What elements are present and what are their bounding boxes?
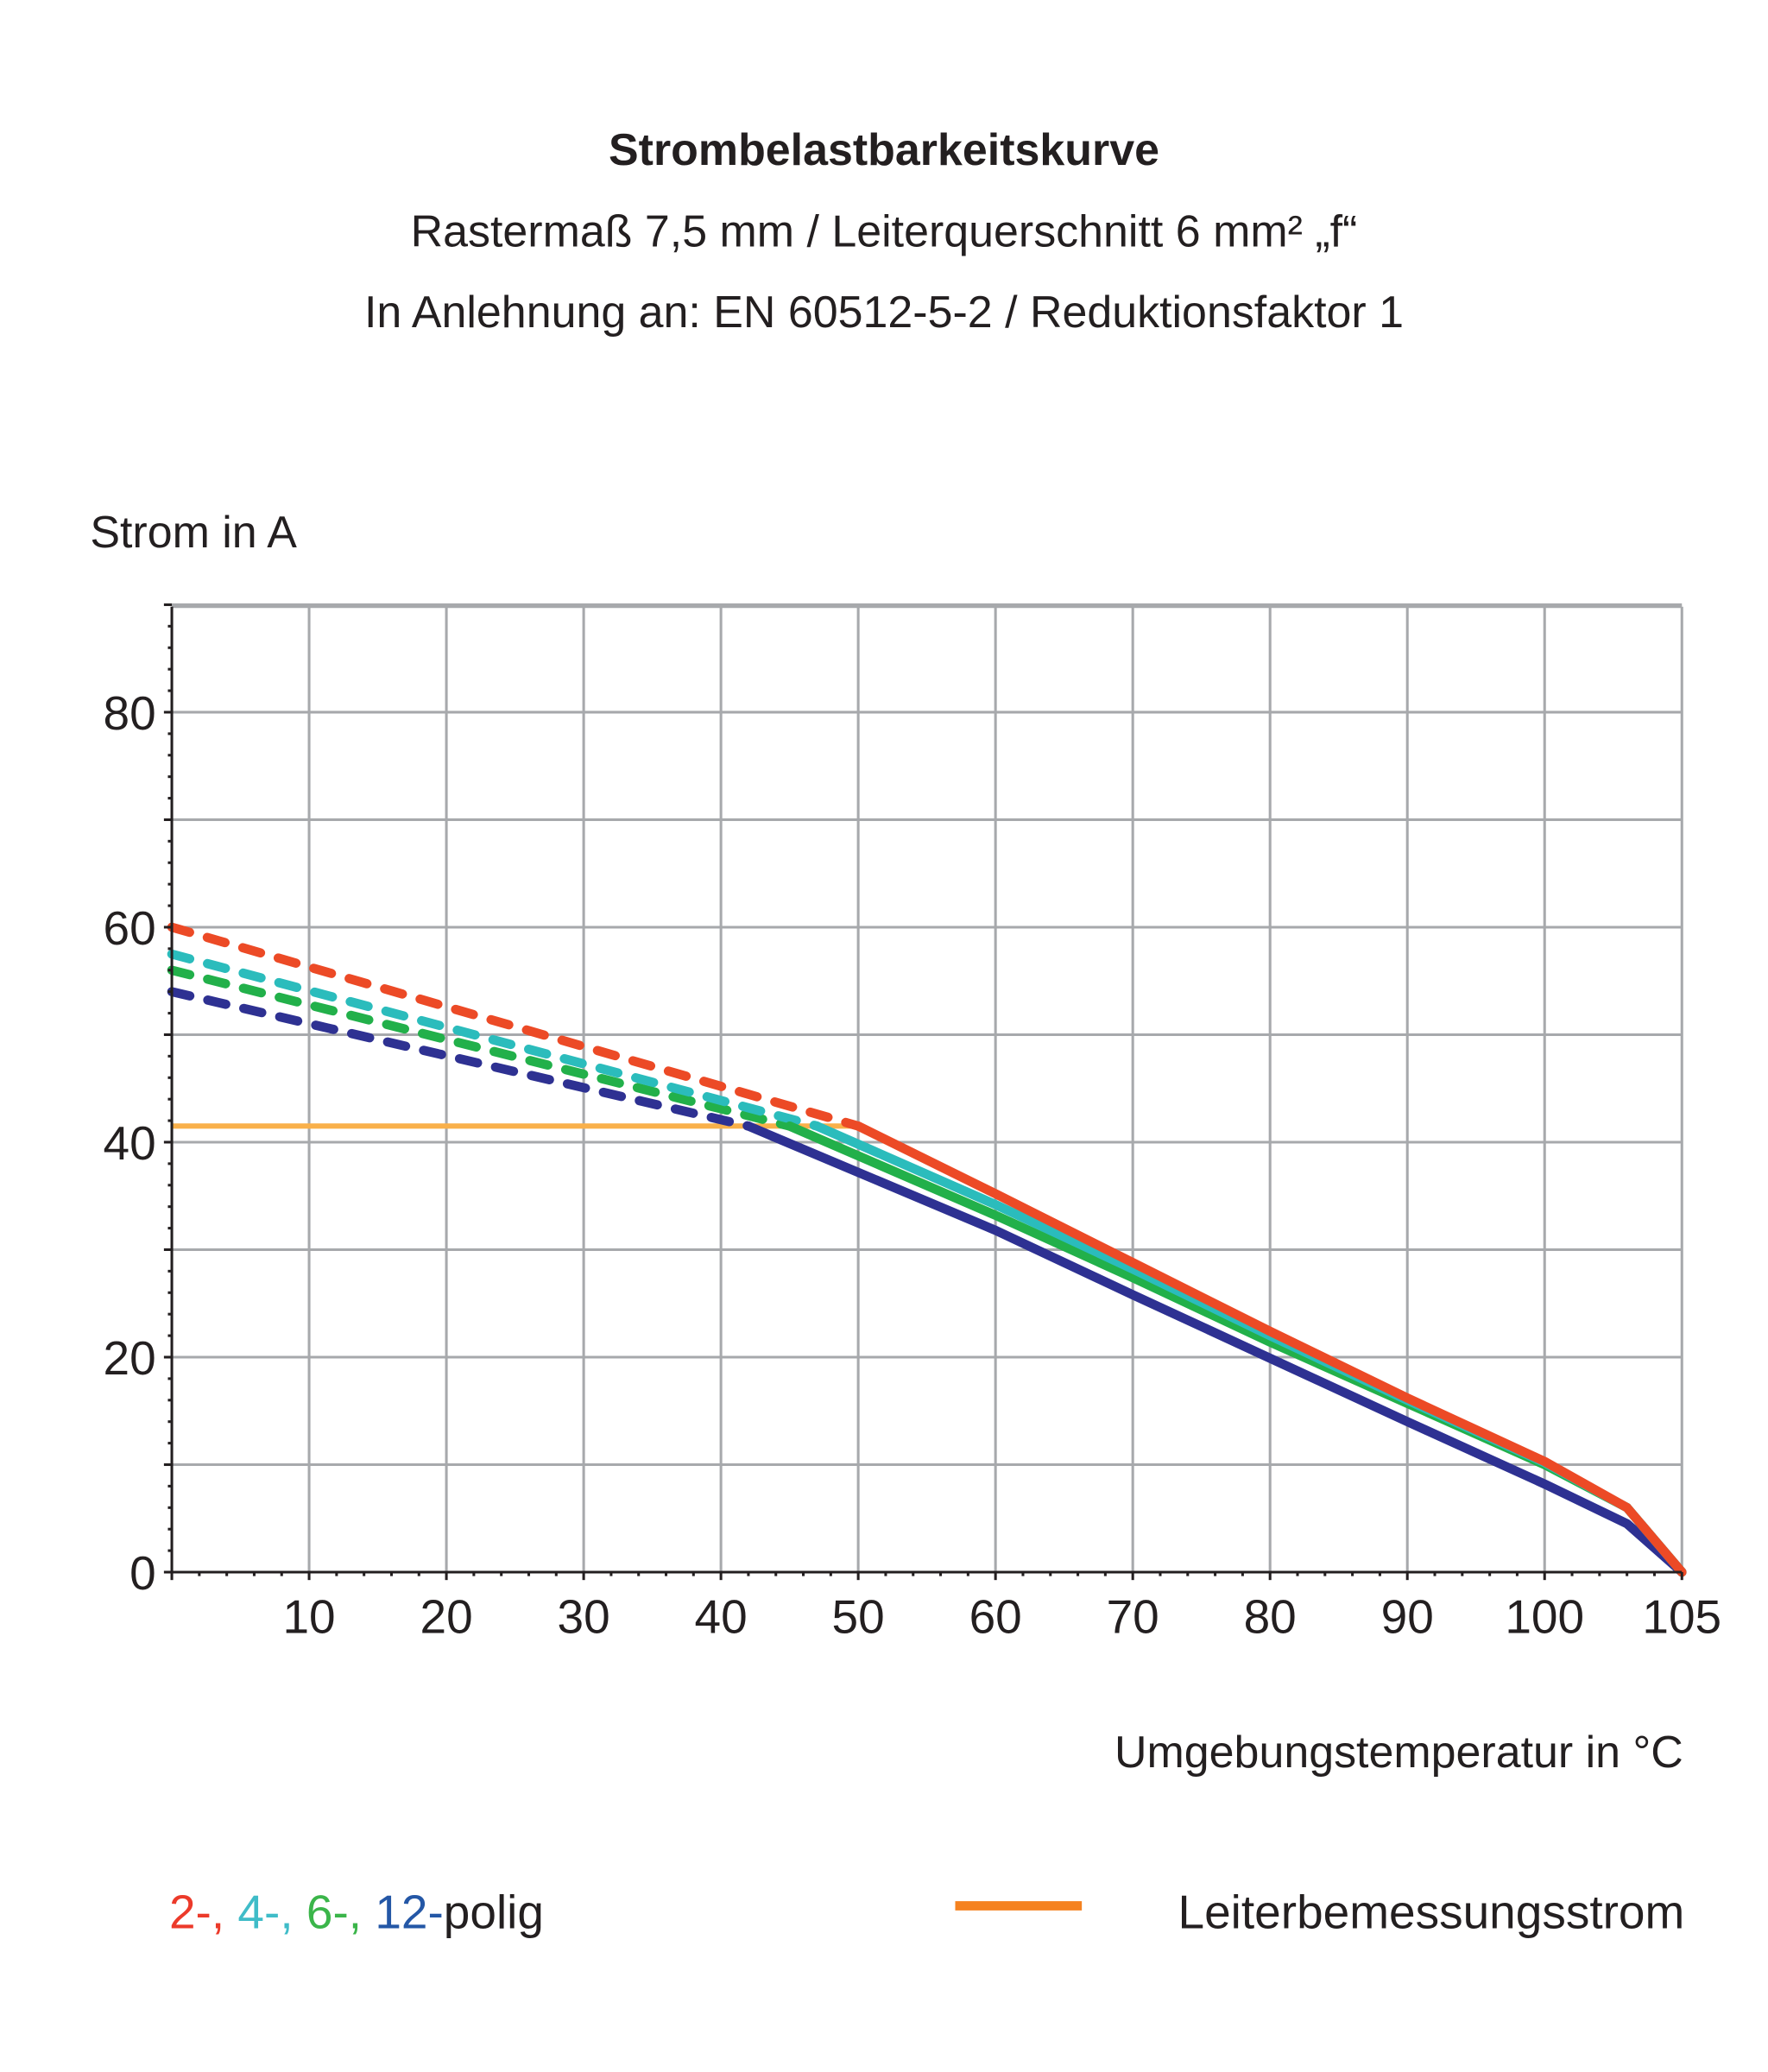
x-tick-label: 100 — [1505, 1589, 1584, 1643]
series-2-polig-dashed — [167, 922, 863, 1131]
x-tick-label: 70 — [1107, 1589, 1159, 1643]
chart-subtitle-2: In Anlehnung an: EN 60512-5-2 / Reduktio… — [364, 287, 1404, 338]
x-tick-label: 90 — [1381, 1589, 1434, 1643]
legend-2-polig: 2-, — [169, 1885, 224, 1938]
series-6-polig-solid — [785, 1121, 1687, 1577]
legend-12-polig: 12- — [362, 1885, 444, 1938]
series-12-polig-solid — [743, 1121, 1687, 1577]
series-6-polig-dashed — [167, 965, 794, 1131]
series-2-polig-solid — [853, 1121, 1687, 1577]
legend-polig-suffix: polig — [444, 1885, 544, 1938]
legend-pole-series: 2-, 4-, 6-, 12-polig — [169, 1885, 544, 1938]
axes: 0 20 40 60 80 10 20 30 40 50 60 70 80 90 100 105 — [104, 603, 1721, 1643]
series-4-polig-dashed — [167, 949, 822, 1131]
series-lines — [167, 922, 1687, 1577]
y-tick-label: 0 — [129, 1546, 156, 1600]
chart-subtitle-1: Rastermaß 7,5 mm / Leiterquerschnitt 6 m… — [411, 207, 1358, 257]
x-tick-label: 50 — [832, 1589, 885, 1643]
grid — [172, 603, 1683, 1573]
y-tick-label: 20 — [104, 1331, 156, 1385]
x-tick-label: 40 — [695, 1589, 748, 1643]
legend-4-polig: 4-, — [224, 1885, 293, 1938]
chart-title: Strombelastbarkeitskurve — [609, 125, 1159, 175]
legend-rated-current-label: Leiterbemessungsstrom — [1178, 1885, 1685, 1938]
legend-6-polig: 6-, — [294, 1885, 362, 1938]
x-tick-label: 20 — [420, 1589, 472, 1643]
y-tick-label: 80 — [104, 686, 156, 740]
legend: 2-, 4-, 6-, 12-polig Leiterbemessungsstr… — [169, 1885, 1684, 1938]
series-12-polig-dashed — [167, 987, 754, 1131]
x-tick-label: 10 — [282, 1589, 335, 1643]
x-axis-label: Umgebungstemperatur in °C — [1114, 1728, 1683, 1778]
y-tick-label: 40 — [104, 1116, 156, 1170]
y-tick-label: 60 — [104, 901, 156, 955]
y-axis-label: Strom in A — [90, 508, 297, 558]
x-tick-label: 60 — [969, 1589, 1022, 1643]
x-tick-label: 105 — [1642, 1589, 1721, 1643]
x-tick-label: 30 — [558, 1589, 610, 1643]
x-tick-label: 80 — [1244, 1589, 1297, 1643]
